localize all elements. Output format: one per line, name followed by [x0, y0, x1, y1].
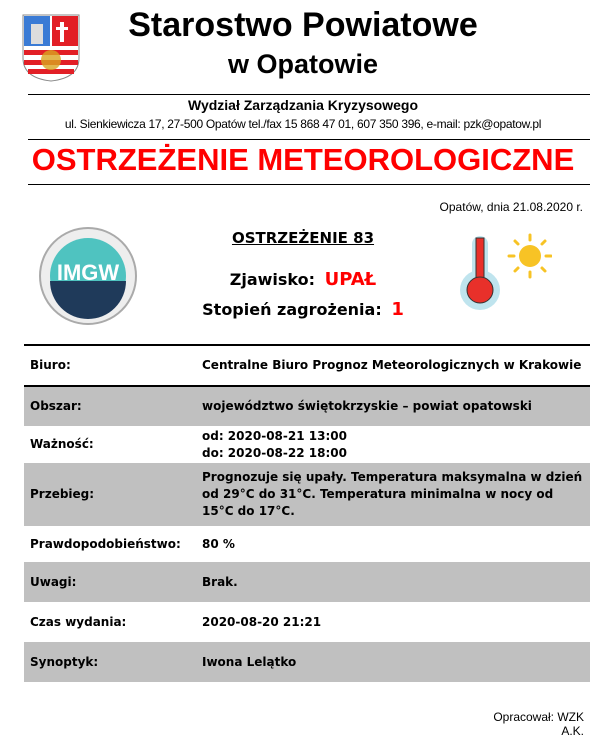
table-row: Synoptyk: Iwona Lelątko [24, 642, 590, 682]
document-date: Opatów, dnia 21.08.2020 r. [439, 200, 583, 214]
imgw-logo-icon: IMGW [39, 227, 137, 325]
address: ul. Sienkiewicza 17, 27-500 Opatów tel./… [64, 117, 542, 131]
title-line1: Starostwo Powiatowe [128, 6, 478, 44]
table-row: Prawdopodobieństwo: 80 % [30, 536, 235, 551]
warning-heading: OSTRZEŻENIE 83 [231, 229, 375, 247]
divider [28, 139, 590, 140]
threat-level-label: Stopień zagrożenia: [202, 300, 382, 319]
phenomenon-value: UPAŁ [324, 269, 377, 290]
svg-text:IMGW: IMGW [57, 260, 120, 285]
initials: A.K. [561, 724, 584, 738]
divider [28, 94, 590, 95]
thermometer-sun-icon [460, 233, 552, 310]
table-row: Biuro: Centralne Biuro Prognoz Meteorolog… [24, 344, 590, 386]
table-row: Przebieg: Prognozuje się upały. Temperatu… [24, 463, 590, 526]
table-row: Ważność: od: 2020-08-21 13:00 do: 2020-08-… [30, 428, 347, 460]
prepared-by: Opracował: WZK [493, 710, 584, 724]
phenomenon: Zjawisko: UPAŁ [0, 269, 606, 290]
coat-of-arms-icon [22, 14, 80, 82]
phenomenon-label: Zjawisko: [229, 270, 316, 289]
table-row: Obszar: województwo świętokrzyskie – powi… [24, 385, 590, 426]
threat-level-value: 1 [391, 299, 404, 320]
department: Wydział Zarządzania Kryzysowego [187, 97, 419, 113]
threat-level: Stopień zagrożenia: 1 [0, 299, 606, 320]
table-row: Czas wydania: 2020-08-20 21:21 [30, 614, 322, 629]
title-line2: w Opatowie [227, 49, 379, 79]
table-row: Uwagi: Brak. [24, 562, 590, 602]
divider [28, 184, 590, 185]
footer: Opracował: WZK A.K. [493, 710, 584, 738]
document-title: OSTRZEŻENIE METEOROLOGICZNE [31, 142, 575, 177]
warning-details-table: Biuro: Centralne Biuro Prognoz Meteorolog… [24, 344, 590, 682]
